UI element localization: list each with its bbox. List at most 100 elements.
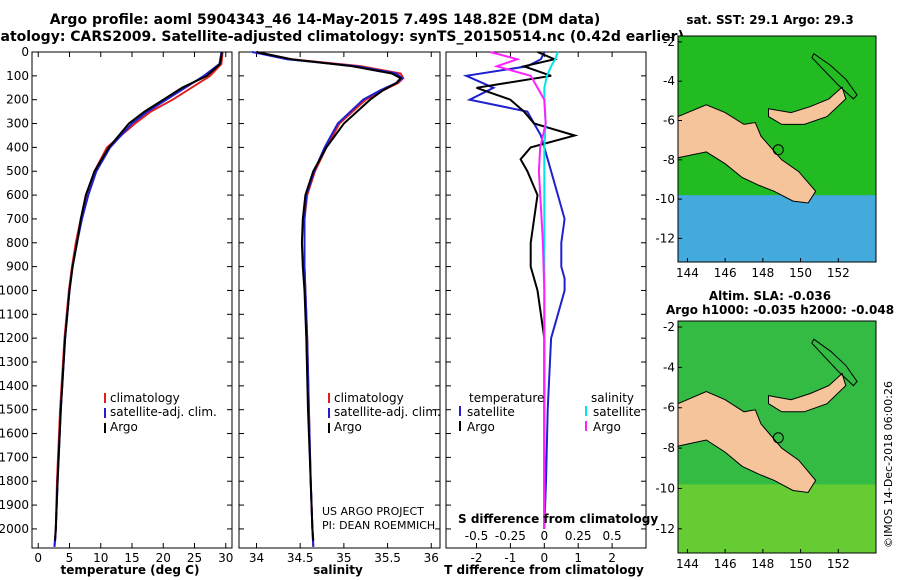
- series-line-t-satellite: [462, 51, 566, 529]
- salinity-axis-label: salinity: [313, 563, 363, 577]
- legend-s-argo-label: Argo: [593, 420, 621, 434]
- x-tick-label: 2: [608, 551, 616, 565]
- temperature-axis-label: temperature (deg C): [61, 563, 200, 577]
- land-new-britain: [768, 86, 847, 125]
- map-lat-label: -4: [663, 74, 675, 88]
- legend-climatology-label: climatology: [110, 391, 180, 405]
- depth-tick-label: 800: [6, 236, 29, 250]
- depth-tick-label: 700: [6, 212, 29, 226]
- land-new-britain: [768, 372, 847, 413]
- legend-salinity-title: salinity: [591, 391, 634, 405]
- x-tick-label: 25: [187, 551, 202, 565]
- difference-plot: -2 -1 0 1 2: [446, 51, 646, 565]
- map-lat-label: -6: [663, 114, 675, 128]
- map-lon-label: 146: [714, 557, 737, 571]
- x-tick-label: 10: [93, 551, 108, 565]
- difference-legend: temperature satellite Argo salinity sate…: [459, 391, 641, 434]
- temperature-plot: 0 5 10 15 20 25 300100200300400500600700800900…: [0, 45, 233, 565]
- figure-title-line1: Argo profile: aoml 5904343_46 14-May-201…: [50, 12, 601, 28]
- sst-map: 144 146 148 150 152 -2 -4 -6 -8 -10 -12: [655, 35, 877, 280]
- x-tick-label: 1: [574, 551, 582, 565]
- map-lon-label: 144: [676, 557, 699, 571]
- depth-tick-label: 1300: [0, 355, 29, 369]
- x-tick-label: 0: [34, 551, 42, 565]
- x-tick-label: 36: [424, 551, 439, 565]
- depth-tick-label: 1700: [0, 450, 29, 464]
- legend-climatology-label: climatology: [334, 391, 404, 405]
- legend-t-argo-label: Argo: [467, 420, 495, 434]
- depth-tick-label: 900: [6, 260, 29, 274]
- series-line-argo: [256, 51, 403, 541]
- map-lat-label: -10: [655, 192, 675, 206]
- depth-tick-label: 1200: [0, 331, 29, 345]
- x-tick-label: -2: [471, 551, 483, 565]
- s-diff-tick-label: 0: [540, 529, 548, 543]
- sst-map-title: sat. SST: 29.1 Argo: 29.3: [686, 13, 853, 27]
- temperature-legend: climatology satellite-adj. clim. Argo: [104, 391, 217, 434]
- map-lon-label: 152: [827, 266, 850, 280]
- map-water-region: [678, 484, 876, 553]
- map-border: [677, 35, 877, 263]
- map-lon-label: 148: [751, 557, 774, 571]
- s-diff-tick-label: -0.5: [465, 529, 488, 543]
- argo-position-marker: [772, 432, 784, 444]
- map-lat-label: -2: [663, 35, 675, 49]
- legend-argo-label: Argo: [334, 420, 362, 434]
- salinity-legend: climatology satellite-adj. clim. Argo: [328, 391, 441, 434]
- depth-tick-label: 1800: [0, 474, 29, 488]
- map-lat-label: -8: [663, 441, 675, 455]
- temperature-panel: [31, 51, 233, 549]
- x-tick-label: -1: [504, 551, 516, 565]
- x-tick-label: 30: [218, 551, 233, 565]
- imos-credit: ©IMOS 14-Dec-2018 06:00:26: [882, 381, 895, 548]
- sla-map: 144 146 148 150 152 -2 -4 -6 -8 -10 -12: [655, 320, 877, 571]
- depth-tick-label: 1600: [0, 427, 29, 441]
- salinity-panel: [238, 51, 441, 549]
- legend-argo-label: Argo: [110, 420, 138, 434]
- pi-annotation: PI: DEAN ROEMMICH: [322, 519, 435, 532]
- depth-tick-label: 600: [6, 188, 29, 202]
- depth-tick-label: 300: [6, 117, 29, 131]
- depth-tick-label: 1100: [0, 307, 29, 321]
- depth-tick-label: 1000: [0, 283, 29, 297]
- s-diff-tick-label: 0.25: [565, 529, 592, 543]
- x-tick-label: 5: [66, 551, 74, 565]
- depth-tick-label: 1400: [0, 379, 29, 393]
- land-new-guinea: [677, 104, 817, 204]
- x-tick-label: 35: [336, 551, 351, 565]
- legend-t-satellite-label: satellite: [467, 405, 515, 419]
- x-tick-label: 34: [249, 551, 264, 565]
- map-lon-label: 144: [676, 266, 699, 280]
- map-water-region: [678, 195, 876, 262]
- map-lon-label: 152: [827, 557, 850, 571]
- legend-satellite-label: satellite-adj. clim.: [110, 405, 217, 419]
- map-border: [677, 320, 877, 554]
- map-lat-label: -12: [655, 522, 675, 536]
- map-lat-label: -10: [655, 481, 675, 495]
- x-tick-label: 34.5: [287, 551, 314, 565]
- figure-title-line2: Climatology: CARS2009. Satellite-adjuste…: [0, 29, 684, 45]
- s-difference-ticks: -0.5 -0.25 0 0.25 0.5: [465, 529, 622, 543]
- depth-tick-label: 500: [6, 164, 29, 178]
- x-tick-label: 15: [124, 551, 139, 565]
- map-lon-label: 150: [789, 557, 812, 571]
- map-lat-label: -4: [663, 360, 675, 374]
- series-line-argo: [54, 51, 223, 541]
- land-new-guinea: [677, 391, 817, 494]
- coast-new-ireland: [811, 338, 858, 387]
- map-lat-label: -12: [655, 231, 675, 245]
- depth-tick-label: 200: [6, 93, 29, 107]
- s-diff-tick-label: 0.5: [603, 529, 622, 543]
- map-lon-label: 150: [789, 266, 812, 280]
- x-tick-label: 0: [540, 551, 548, 565]
- map-lat-label: -6: [663, 401, 675, 415]
- map-lon-label: 148: [751, 266, 774, 280]
- salinity-plot: 34 34.5 35 35.5 36: [239, 51, 440, 565]
- s-diff-tick-label: -0.25: [495, 529, 526, 543]
- depth-tick-label: 1500: [0, 403, 29, 417]
- s-difference-axis-label: S difference from climatology: [458, 512, 658, 526]
- sla-map-title-line2: Argo h1000: -0.035 h2000: -0.048: [666, 303, 894, 317]
- legend-temperature-title: temperature: [469, 391, 544, 405]
- coast-new-ireland: [811, 52, 858, 100]
- map-lon-label: 146: [714, 266, 737, 280]
